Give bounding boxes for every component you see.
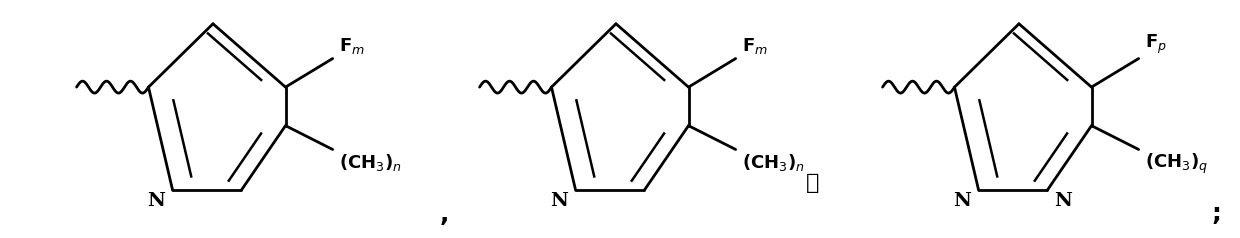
Text: N: N <box>954 192 971 210</box>
Text: (CH$_3$)$_n$: (CH$_3$)$_n$ <box>339 152 402 173</box>
Text: N: N <box>148 192 165 210</box>
Text: F$_m$: F$_m$ <box>339 36 365 56</box>
Text: N: N <box>551 192 568 210</box>
Text: F$_p$: F$_p$ <box>1145 33 1167 56</box>
Text: (CH$_3$)$_q$: (CH$_3$)$_q$ <box>1145 152 1208 176</box>
Text: 或: 或 <box>806 173 818 193</box>
Text: F$_m$: F$_m$ <box>742 36 768 56</box>
Text: (CH$_3$)$_n$: (CH$_3$)$_n$ <box>742 152 805 173</box>
Text: ,: , <box>439 202 449 226</box>
Text: N: N <box>1054 192 1073 210</box>
Text: ;: ; <box>1211 202 1221 226</box>
